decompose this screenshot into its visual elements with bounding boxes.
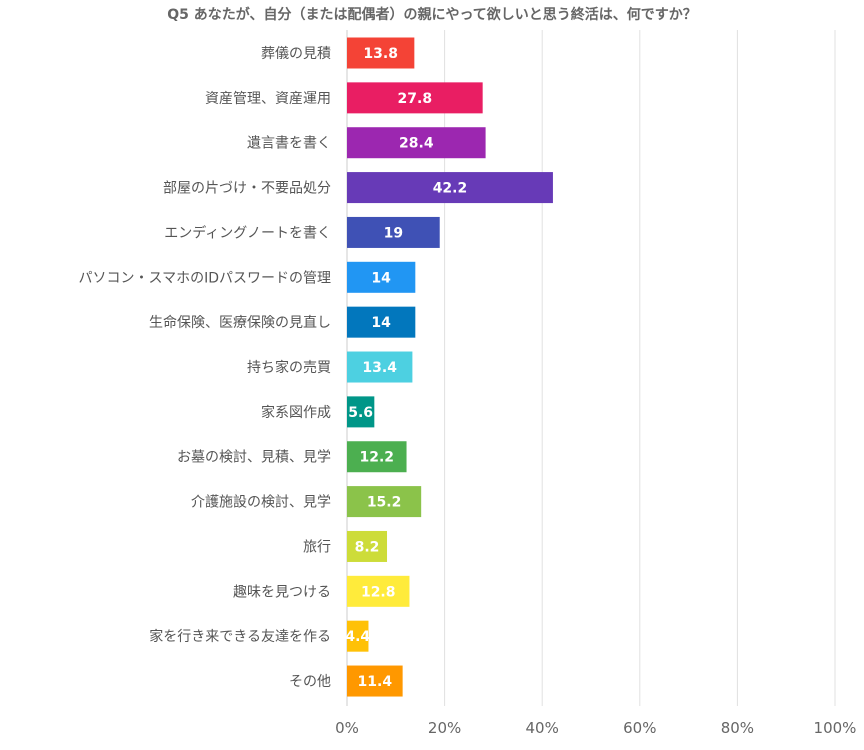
bar (347, 216, 440, 248)
category-label: 持ち家の売買 (247, 359, 331, 376)
value-label: 12.2 (359, 450, 394, 466)
value-label: 28.4 (399, 136, 434, 152)
x-tick-label: 60% (623, 719, 656, 737)
bar (347, 82, 483, 114)
category-label: パソコン・スマホのIDパスワードの管理 (79, 270, 332, 286)
x-tick-label: 80% (721, 719, 754, 737)
value-label: 8.2 (355, 539, 380, 555)
value-labels: 13.8 27.8 28.4 42.2 19 14 14 13.4 5.6 12.2 15.2 8.2… (345, 46, 467, 690)
value-label: 11.4 (358, 674, 393, 690)
value-label: 12.8 (361, 584, 396, 600)
category-label: 介護施設の検討、見学 (191, 495, 331, 511)
bar (347, 351, 413, 383)
bar (347, 37, 415, 69)
x-axis-tick-labels: 0% 20% 40% 60% 80% 100% (335, 719, 856, 737)
x-tick-label: 40% (526, 719, 559, 737)
value-label: 14 (371, 315, 391, 331)
bar (347, 172, 553, 204)
category-label: 資産管理、資産運用 (205, 91, 331, 107)
value-label: 15.2 (367, 495, 402, 511)
category-label: 遺言書を書く (247, 136, 331, 152)
category-label: 生命保険、医療保険の見直し (149, 314, 331, 331)
value-label: 14 (371, 270, 391, 286)
bar (347, 530, 388, 562)
value-label: 42.2 (433, 181, 468, 197)
category-label: 葬儀の見積 (261, 46, 331, 62)
category-label: 家系図作成 (261, 404, 331, 421)
bar (347, 261, 416, 293)
category-label: 部屋の片づけ・不要品処分 (163, 181, 331, 197)
value-label: 13.8 (363, 46, 398, 62)
category-label: エンディングノートを書く (164, 224, 331, 241)
value-label: 5.6 (348, 405, 373, 421)
bars (347, 37, 553, 697)
x-tick-label: 100% (814, 719, 857, 737)
bar (347, 575, 410, 607)
chart-title: Q5 あなたが、自分（または配偶者）の親にやって欲しいと思う終活は、何ですか？ (167, 6, 697, 23)
bar (347, 441, 407, 473)
bar (347, 665, 403, 697)
category-label: 趣味を見つける (233, 584, 331, 600)
value-label: 19 (384, 225, 403, 241)
category-label: お墓の検討、見積、見学 (177, 450, 331, 466)
category-label: その他 (289, 674, 331, 690)
x-tick-label: 20% (428, 719, 461, 737)
bar (347, 306, 416, 338)
category-label: 旅行 (303, 539, 331, 555)
value-label: 4.4 (345, 629, 370, 645)
category-label: 家を行き来できる友達を作る (149, 628, 331, 645)
bar (347, 620, 369, 652)
x-tick-label: 0% (335, 719, 359, 737)
bar (347, 396, 375, 428)
value-label: 27.8 (398, 91, 433, 107)
bar (347, 127, 486, 159)
category-labels: 葬儀の見積資産管理、資産運用遺言書を書く部屋の片づけ・不要品処分エンディングノー… (79, 46, 332, 690)
value-label: 13.4 (362, 360, 397, 376)
bar (347, 486, 422, 518)
